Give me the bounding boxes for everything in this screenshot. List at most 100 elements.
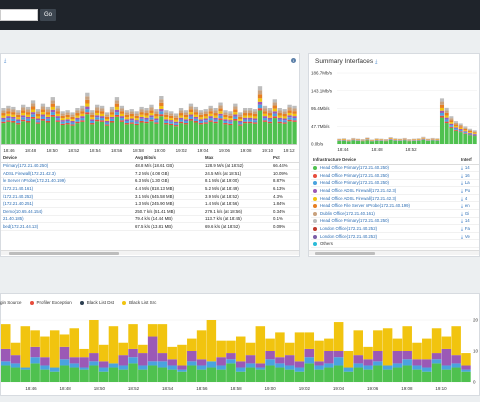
device-link[interactable]: Head Office Primary(172.21.40.250) <box>320 172 389 178</box>
legend-item[interactable]: Profiler Exception <box>29 300 72 305</box>
table-row[interactable]: Others <box>311 239 479 249</box>
table-row[interactable]: Dublin Office(172.21.40.161) ⤓ Gi <box>311 209 479 218</box>
bar-segment <box>294 332 305 362</box>
y-tick-label: 143.1Mb/s <box>311 88 333 93</box>
interface-link[interactable]: 16 <box>464 172 470 178</box>
device-link[interactable]: 21.40.185) <box>1 215 133 224</box>
download-icon[interactable]: ⤓ <box>375 59 378 65</box>
device-cell[interactable]: London Office(172.21.40.252) <box>311 224 459 233</box>
device-link[interactable]: Head Office Primary(172.21.40.250) <box>320 218 389 224</box>
device-cell[interactable]: Head Office Primary(172.21.40.250) <box>311 217 459 226</box>
table-row[interactable]: Primary(172.21.40.250) 48.8 M/s (18.61 GB… <box>1 162 299 171</box>
device-link[interactable]: London Office(172.21.40.252) <box>320 233 378 239</box>
col-max[interactable]: Max <box>203 154 271 163</box>
device-cell[interactable]: Head Office Primary(172.21.40.250) <box>311 179 459 188</box>
table-row[interactable]: 21.40.185) 79.4 k/s (14.44 MB) 113.7 k/s (… <box>1 215 299 224</box>
interface-cell[interactable] <box>459 239 479 249</box>
device-cell[interactable]: Head Office ADSL Firewall(172.21.42.3) <box>311 186 459 195</box>
col-device[interactable]: Device <box>1 154 133 163</box>
y-tick-label: 20 <box>473 318 479 323</box>
table-row[interactable]: /172.21.40.252) 3.1 M/s (645.58 MB) 3.9 M/… <box>1 192 299 201</box>
scrollbar-thumb[interactable] <box>9 252 119 255</box>
table-row[interactable]: ADSL Firewall(172.21.42.3) 7.2 M/s (4.08 … <box>1 169 299 178</box>
interface-link[interactable]: La <box>464 180 470 186</box>
device-link[interactable]: /172.21.40.252) <box>1 192 133 201</box>
interface-link[interactable]: Ve <box>464 233 470 239</box>
table-row[interactable]: (172.21.40.251) 1.3 M/s (245.90 MB) 1.4 M/… <box>1 199 299 209</box>
horizontal-scrollbar[interactable] <box>309 250 479 255</box>
interface-cell[interactable]: ⤓ La <box>459 179 479 188</box>
download-icon[interactable]: ⤓ <box>4 58 7 64</box>
legend-item[interactable]: Black List Src <box>122 300 156 305</box>
search-input[interactable] <box>0 9 38 21</box>
device-cell[interactable]: Others <box>311 239 459 249</box>
device-link[interactable]: bed(172.21.44.13) <box>1 222 133 231</box>
device-link[interactable]: Demo(10.65.44.154) <box>1 207 133 216</box>
device-link[interactable]: Dublin Office(172.21.40.161) <box>320 210 375 216</box>
interface-cell[interactable]: ⤓ 16 <box>459 171 479 180</box>
col-infrastructure-device[interactable]: Infrastructure Device <box>311 156 459 165</box>
interface-link[interactable]: 14 <box>464 165 470 171</box>
device-cell[interactable]: Dublin Office(172.21.40.161) <box>311 209 459 218</box>
table-row[interactable]: Head Office Primary(172.21.40.250) ⤓ 16 <box>311 171 479 180</box>
device-link[interactable]: Head Office ADSL Firewall(172.21.42.3) <box>320 195 397 201</box>
device-link[interactable]: /172.21.40.161) <box>1 184 133 193</box>
interface-cell[interactable]: ⤓ 14 <box>459 164 479 173</box>
device-link[interactable]: London Office(172.21.40.252) <box>320 226 378 232</box>
bar-segment <box>25 122 31 144</box>
legend-item[interactable]: Black List Dst <box>79 300 114 305</box>
interface-link[interactable]: Po <box>464 188 471 194</box>
interface-cell[interactable]: ⤓ Po <box>459 186 479 195</box>
bar-segment <box>55 108 60 112</box>
bar-segment <box>178 110 184 114</box>
interface-link[interactable]: Fa <box>464 226 470 232</box>
col-pct[interactable]: Pct <box>271 154 299 163</box>
device-link[interactable]: ADSL Firewall(172.21.42.3) <box>1 169 133 178</box>
scrollbar-thumb[interactable] <box>315 252 375 255</box>
device-link[interactable]: le Server nProbe(172.21.40.199) <box>1 177 133 186</box>
device-link[interactable]: Head Office ADSL Firewall(172.21.42.3) <box>320 188 397 194</box>
table-row[interactable]: Head Office Primary(172.21.40.250) ⤓ 14 <box>311 164 479 173</box>
table-row[interactable]: Head Office Primary(172.21.40.250) ⤓ 14 <box>311 217 479 226</box>
interface-cell[interactable]: ⤓ Gi <box>459 209 479 218</box>
interface-link[interactable]: Gi <box>464 210 470 216</box>
col-interface[interactable]: Interf <box>459 156 479 165</box>
device-link[interactable]: Others <box>320 241 333 247</box>
device-link[interactable]: Head Office Primary(172.21.40.250) <box>320 180 389 186</box>
device-link[interactable]: Primary(172.21.40.250) <box>1 162 133 171</box>
device-link[interactable]: Head Office Primary(172.21.40.250) <box>320 165 389 171</box>
legend-item[interactable]: gin Source <box>0 300 22 305</box>
table-row[interactable]: le Server nProbe(172.21.40.199) 6.3 M/s (… <box>1 177 299 186</box>
bar-segment <box>444 107 449 111</box>
interface-cell[interactable]: ⤓ Ve <box>459 232 479 241</box>
device-cell[interactable]: London Office(172.21.40.252) <box>311 232 459 241</box>
device-cell[interactable]: Head Office ADSL Firewall(172.21.42.3) <box>311 194 459 203</box>
interface-cell[interactable]: ⤓ en <box>459 201 479 211</box>
table-row[interactable]: London Office(172.21.40.252) ⤓ Ve <box>311 232 479 241</box>
interface-icon: ⤓ <box>461 218 463 224</box>
table-row[interactable]: Head Office File Server nProbe(172.21.40… <box>311 201 479 211</box>
col-avg[interactable]: Avg Bits/s <box>133 154 203 163</box>
interface-link[interactable]: 14 <box>464 218 470 224</box>
interface-cell[interactable]: ⤓ 4 <box>459 194 479 203</box>
device-link[interactable]: (172.21.40.251) <box>1 199 133 209</box>
device-link[interactable]: Head Office File Server nProbe(172.21.40… <box>320 203 410 209</box>
bar-segment <box>139 114 144 117</box>
device-cell[interactable]: Head Office Primary(172.21.40.250) <box>311 164 459 173</box>
interface-link[interactable]: en <box>464 203 470 209</box>
table-row[interactable]: /172.21.40.161) 4.4 M/s (818.13 MB) 5.2 M/… <box>1 184 299 193</box>
device-cell[interactable]: Head Office Primary(172.21.40.250) <box>311 171 459 180</box>
horizontal-scrollbar[interactable] <box>1 250 299 255</box>
info-icon[interactable]: i <box>291 58 296 63</box>
table-row[interactable]: Head Office Primary(172.21.40.250) ⤓ La <box>311 179 479 188</box>
table-row[interactable]: bed(172.21.44.13) 67.5 k/s (13.81 MB) 69.6… <box>1 222 299 231</box>
table-row[interactable]: Head Office ADSL Firewall(172.21.42.3) ⤓ P… <box>311 186 479 195</box>
interface-cell[interactable]: ⤓ Fa <box>459 224 479 233</box>
go-button[interactable]: Go <box>40 9 56 21</box>
device-cell[interactable]: Head Office File Server nProbe(172.21.40… <box>311 201 459 211</box>
table-row[interactable]: Head Office ADSL Firewall(172.21.42.3) ⤓ 4 <box>311 194 479 203</box>
table-row[interactable]: London Office(172.21.40.252) ⤓ Fa <box>311 224 479 233</box>
table-row[interactable]: Demo(10.65.44.154) 250.7 k/s (51.41 MB) 27… <box>1 207 299 216</box>
interface-cell[interactable]: ⤓ 14 <box>459 217 479 226</box>
interface-link[interactable]: 4 <box>464 195 468 201</box>
